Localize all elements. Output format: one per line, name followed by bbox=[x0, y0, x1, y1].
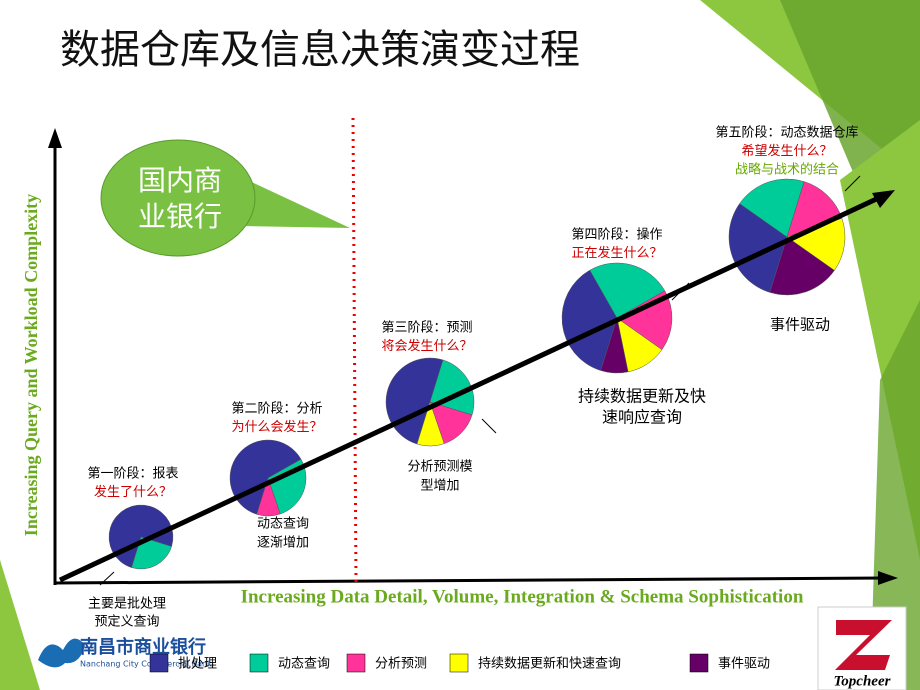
pie-slice bbox=[589, 262, 666, 319]
bank-name: 南昌市商业银行 bbox=[80, 636, 206, 658]
stage-label: 发生了什么？ bbox=[94, 484, 172, 500]
logo-mark bbox=[835, 620, 892, 670]
stage-label: 正在发生什么？ bbox=[571, 245, 662, 261]
pie-slice bbox=[769, 236, 835, 296]
pointers bbox=[99, 175, 861, 586]
bank-logo: 南昌市商业银行 Nanchang City Commercial Bank bbox=[38, 636, 212, 669]
note: 持续数据更新及快 bbox=[578, 387, 706, 406]
trend-line bbox=[58, 192, 887, 583]
pie-slice bbox=[229, 439, 302, 515]
note: 逐渐增加 bbox=[257, 536, 309, 551]
legend-swatch bbox=[149, 653, 169, 673]
callout-text: 业银行 bbox=[138, 200, 222, 233]
note: 分析预测模 bbox=[407, 460, 472, 475]
stage-label: 第四阶段：操作 bbox=[571, 227, 662, 243]
pointer bbox=[844, 175, 861, 192]
y-axis-label: Increasing Query and Workload Complexity bbox=[21, 194, 41, 536]
stage-label: 第一阶段：报表 bbox=[87, 467, 178, 482]
legend-swatch bbox=[346, 653, 366, 673]
note: 动态查询 bbox=[257, 517, 309, 532]
bank-emblem bbox=[38, 638, 85, 668]
callout-text: 国内商 bbox=[138, 164, 222, 197]
legend-swatch bbox=[689, 653, 709, 673]
note: 主要是批处理 bbox=[88, 597, 166, 612]
divider bbox=[351, 117, 358, 583]
legend-label: 持续数据更新和快速查询 bbox=[478, 656, 621, 672]
company-logo: Topcheer bbox=[817, 606, 907, 690]
deco-triangle bbox=[0, 560, 40, 690]
deco-triangle bbox=[870, 300, 920, 690]
legend: 批处理 动态查询 分析预测 持续数据更新和快速查询 事件驱动 bbox=[149, 653, 770, 673]
pie-slice bbox=[416, 401, 445, 447]
stage-label: 希望发生什么？ bbox=[741, 143, 832, 159]
stage-label: 第二阶段：分析 bbox=[231, 402, 322, 417]
legend-swatch bbox=[249, 653, 269, 673]
title: 数据仓库及信息决策演变过程 bbox=[60, 27, 580, 73]
pie-slice bbox=[786, 217, 846, 271]
callout bbox=[100, 139, 256, 257]
arrow-head bbox=[48, 128, 62, 148]
pie-slice bbox=[256, 477, 281, 517]
stage-label: 战略与战术的结合 bbox=[735, 162, 839, 178]
note: 速响应查询 bbox=[602, 408, 682, 427]
pie-slice bbox=[600, 317, 629, 374]
note: 事件驱动 bbox=[770, 316, 830, 334]
pie-slice bbox=[616, 290, 673, 351]
pie-slice bbox=[131, 536, 172, 570]
stage-label: 第五阶段：动态数据仓库 bbox=[715, 125, 858, 141]
pie-slice bbox=[267, 458, 307, 515]
pie-slice bbox=[561, 269, 618, 371]
legend-label: 事件驱动 bbox=[718, 657, 770, 672]
bank-english: Nanchang City Commercial Bank bbox=[80, 660, 212, 669]
legend-swatch bbox=[449, 653, 469, 673]
pointer bbox=[99, 571, 115, 586]
pointer bbox=[481, 418, 497, 434]
note: 预定义查询 bbox=[94, 615, 159, 630]
company-name: Topcheer bbox=[834, 673, 891, 689]
arrow-head bbox=[872, 190, 895, 208]
callout-tail bbox=[226, 170, 350, 228]
x-axis bbox=[54, 576, 886, 585]
x-axis-label: Increasing Data Detail, Volume, Integrat… bbox=[241, 586, 804, 607]
stage-label: 为什么会发生？ bbox=[231, 419, 322, 435]
pie-slice bbox=[739, 178, 805, 238]
stage-label: 第三阶段：预测 bbox=[381, 321, 472, 336]
legend-label: 批处理 bbox=[178, 657, 217, 672]
pie-slice bbox=[728, 203, 788, 293]
arrow-head bbox=[878, 571, 898, 585]
legend-label: 动态查询 bbox=[278, 657, 330, 672]
note: 型增加 bbox=[420, 479, 459, 494]
stage-label: 将会发生什么？ bbox=[381, 338, 472, 354]
legend-label: 分析预测 bbox=[375, 657, 427, 672]
pointer bbox=[671, 282, 690, 301]
